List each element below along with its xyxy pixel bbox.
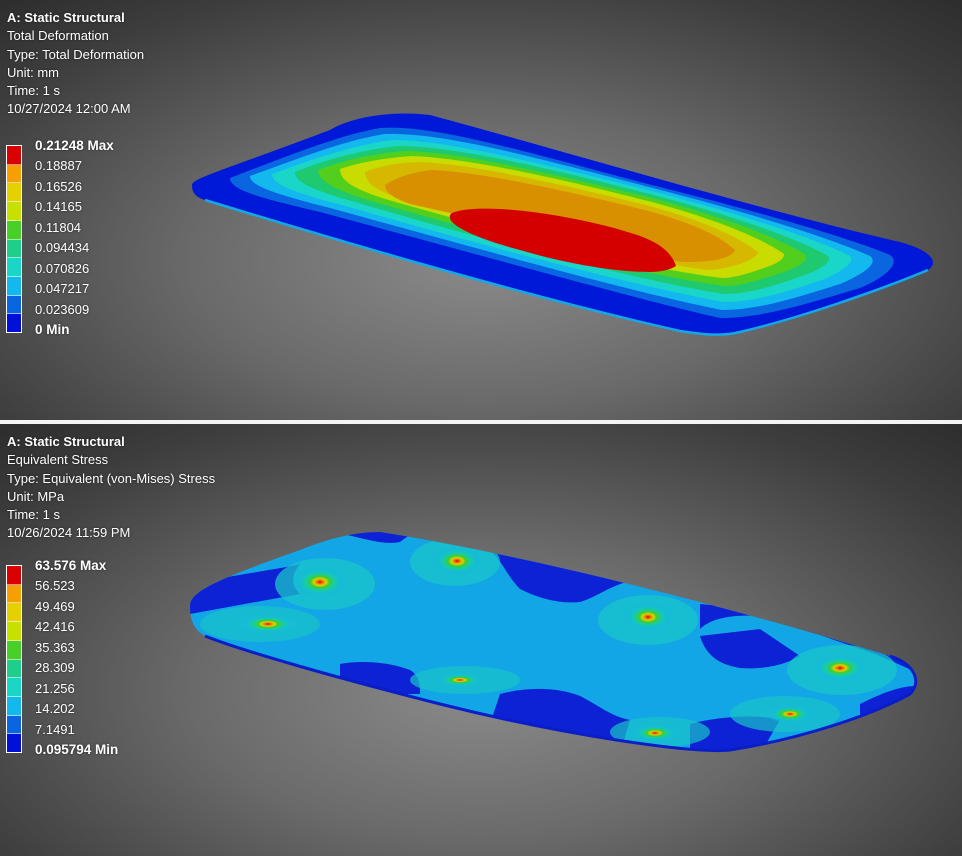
legend-color-bar [6, 145, 22, 333]
legend-max-label: 0.21248 Max [35, 138, 114, 153]
legend-color-bar [6, 565, 22, 753]
stress-hotspot [238, 614, 298, 634]
legend-label: 0.11804 [35, 220, 82, 235]
stress-hotspot [812, 654, 868, 682]
result-time: Time: 1 s [7, 507, 60, 523]
legend-label: 0.16526 [35, 179, 82, 194]
stress-hotspot [431, 546, 483, 576]
stress-hotspot [631, 724, 679, 742]
deformation-viewport[interactable]: A: Static Structural Total Deformation T… [0, 0, 962, 420]
result-name: Equivalent Stress [7, 452, 109, 468]
result-name: Total Deformation [7, 28, 109, 44]
plate-edge [204, 198, 929, 336]
legend-label: 0.023609 [35, 302, 90, 317]
legend-label: 28.309 [35, 660, 75, 675]
deformation-plate-model[interactable] [0, 0, 962, 420]
contour-band-max [449, 208, 676, 272]
result-unit: Unit: MPa [7, 488, 65, 504]
stress-hotspot [436, 673, 484, 687]
result-type: Type: Equivalent (von-Mises) Stress [7, 470, 216, 486]
stress-hotspot [292, 566, 348, 598]
legend-label: 0.070826 [35, 261, 90, 276]
legend-label: 0.047217 [35, 281, 90, 296]
stress-hotspot [622, 602, 674, 632]
result-info-stress: A: Static Structural Equivalent Stress T… [7, 433, 215, 543]
stress-plate-model[interactable] [0, 424, 962, 856]
result-date: 10/27/2024 12:00 AM [7, 101, 131, 117]
legend-label: 35.363 [35, 640, 75, 655]
result-time: Time: 1 s [7, 83, 60, 99]
analysis-title: A: Static Structural [7, 434, 125, 449]
legend-label: 49.469 [35, 599, 75, 614]
legend-label: 42.416 [35, 619, 75, 634]
legend-min-label: 0.095794 Min [35, 742, 119, 757]
contour-band-8 [385, 170, 735, 262]
result-type: Type: Total Deformation [7, 46, 145, 62]
legend-min-label: 0 Min [35, 322, 70, 337]
legend-label: 0.094434 [35, 240, 90, 255]
contour-region-low [330, 532, 430, 543]
legend-label: 21.256 [35, 681, 75, 696]
plate-edge [204, 634, 918, 752]
legend-label: 14.202 [35, 701, 75, 716]
legend-label: 7.1491 [35, 722, 75, 737]
panel-divider [0, 420, 962, 424]
legend-label: 0.18887 [35, 158, 82, 173]
legend-max-label: 63.576 Max [35, 558, 107, 573]
contour-region-low [190, 564, 300, 614]
legend-label: 56.523 [35, 578, 75, 593]
legend-label: 0.14165 [35, 199, 82, 214]
result-date: 10/26/2024 11:59 PM [7, 525, 131, 541]
stress-viewport[interactable]: A: Static Structural Equivalent Stress T… [0, 424, 962, 856]
analysis-title: A: Static Structural [7, 10, 125, 25]
contour-region-low [700, 629, 800, 669]
stress-hotspot [766, 705, 814, 723]
result-info-deformation: A: Static Structural Total Deformation T… [7, 9, 144, 119]
result-unit: Unit: mm [7, 64, 59, 80]
